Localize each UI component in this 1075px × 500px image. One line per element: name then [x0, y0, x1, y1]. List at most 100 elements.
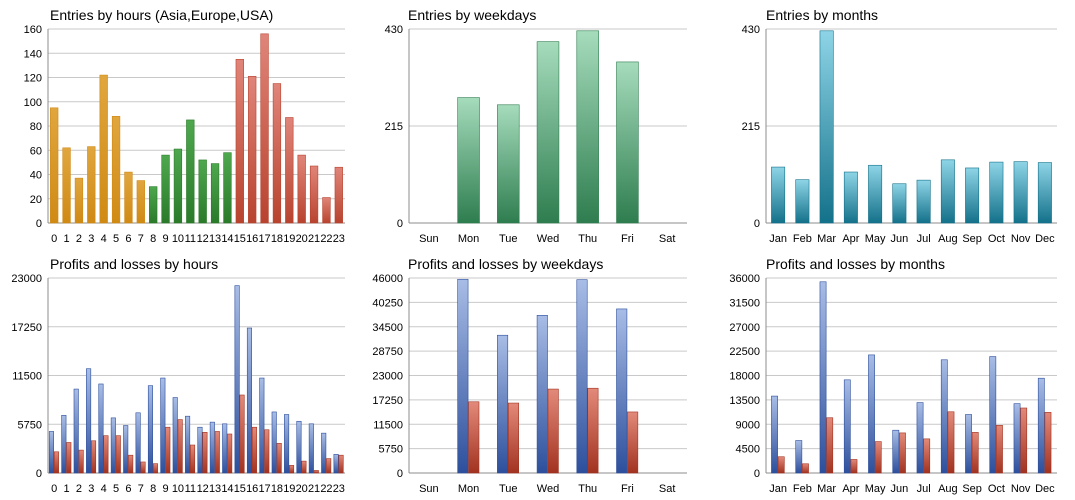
entries-months-xtick-label: May	[865, 233, 886, 245]
entries-months-xtick-label: Dec	[1035, 233, 1055, 245]
pl-hours-profits-bar	[61, 415, 67, 474]
entries-hours-bar	[124, 171, 133, 224]
pl-hours-losses-bar	[128, 454, 134, 474]
pl-weekdays-losses-bar	[547, 388, 559, 474]
entries-hours-bar	[111, 116, 121, 224]
pl-weekdays-ytick-label: 5750	[379, 444, 403, 456]
entries-weekdays-xtick-label: Sun	[419, 233, 439, 245]
entries-weekdays-xtick-label: Mon	[458, 233, 479, 245]
pl-months-losses-bar	[996, 425, 1003, 474]
entries-hours-bar	[62, 147, 71, 224]
pl-weekdays-ytick-label: 40250	[372, 297, 403, 309]
entries-hours-xtick-label: 6	[125, 233, 131, 245]
pl-hours-losses-bar	[165, 426, 171, 474]
entries-months-ytick-label: 215	[742, 121, 760, 133]
entries-hours-xtick-label: 20	[296, 233, 308, 245]
entries-hours-bar	[149, 186, 158, 224]
entries-hours-bar	[334, 166, 343, 224]
pl-hours-xtick-label: 16	[246, 483, 258, 495]
pl-hours-losses-bar	[91, 440, 97, 474]
entries-hours-ytick-label: 120	[24, 73, 42, 85]
pl-weekdays-xtick-label: Wed	[537, 483, 559, 495]
pl-weekdays-xtick-label: Sun	[419, 483, 439, 495]
entries-months-title: Entries by months	[766, 7, 878, 23]
pl-hours-xtick-label: 11	[185, 483, 196, 495]
pl-hours-xtick-label: 17	[258, 483, 270, 495]
pl-hours-losses-bar	[264, 429, 270, 474]
pl-months-ytick-label: 4500	[736, 444, 760, 456]
entries-months-bar	[1013, 161, 1028, 224]
entries-hours-xtick-label: 10	[172, 233, 184, 245]
pl-hours-ytick-label: 0	[36, 468, 42, 480]
entries-months-bar	[795, 179, 810, 224]
pl-months-xtick-label: Jun	[891, 483, 909, 495]
pl-weekdays-xtick-label: Tue	[499, 483, 518, 495]
entries-hours-bar	[161, 154, 170, 224]
pl-weekdays-title: Profits and losses by weekdays	[408, 256, 603, 272]
entries-months-xtick-label: Oct	[988, 233, 1005, 245]
entries-months-xtick-label: Sep	[962, 233, 982, 245]
pl-hours-xtick-label: 10	[172, 483, 184, 495]
pl-hours-xtick-label: 20	[296, 483, 308, 495]
entries-weekdays-bar	[576, 30, 599, 224]
pl-months-xtick-label: Dec	[1035, 483, 1055, 495]
entries-months-xtick-label: Feb	[793, 233, 812, 245]
pl-hours-xtick-label: 19	[283, 483, 295, 495]
pl-hours-profits-bar	[209, 421, 215, 474]
entries-hours-ytick-label: 20	[30, 194, 42, 206]
entries-months-xtick-label: Nov	[1011, 233, 1031, 245]
pl-hours-ytick-label: 5750	[18, 419, 42, 431]
entries-hours-xtick-label: 3	[88, 233, 94, 245]
pl-weekdays-profits-bar	[497, 334, 509, 474]
pl-months-losses-bar	[971, 432, 979, 474]
pl-months-profits-bar	[965, 414, 972, 474]
pl-weekdays-xtick-label: Fri	[621, 483, 634, 495]
pl-months-xtick-label: Oct	[988, 483, 1005, 495]
pl-hours-xtick-label: 6	[125, 483, 131, 495]
entries-hours-xtick-label: 22	[320, 233, 332, 245]
pl-weekdays-ytick-label: 34500	[372, 322, 403, 334]
pl-months-chart: Profits and losses by months 0 4500 9000 135…	[729, 256, 1057, 495]
entries-hours-xtick-label: 18	[271, 233, 283, 245]
entries-months-ytick-label: 430	[742, 24, 760, 36]
pl-hours-losses-bar	[53, 451, 59, 474]
entries-months-xtick-label: Mar	[817, 233, 836, 245]
pl-hours-profits-bar	[185, 415, 191, 474]
pl-hours-losses-bar	[326, 458, 332, 474]
entries-hours-xtick-label: 1	[64, 233, 70, 245]
pl-hours-profits-bar	[172, 397, 178, 474]
pl-months-profits-bar	[795, 440, 803, 474]
entries-weekdays-title: Entries by weekdays	[408, 7, 536, 23]
pl-months-losses-bar	[1044, 412, 1052, 474]
entries-hours-xtick-label: 14	[221, 233, 233, 245]
entries-weekdays-bar	[536, 41, 560, 224]
entries-weekdays-bar	[616, 61, 639, 224]
pl-months-title: Profits and losses by months	[766, 256, 945, 272]
pl-months-losses-bar	[874, 441, 882, 474]
entries-hours-ytick-label: 0	[36, 218, 42, 230]
entries-weekdays-ytick-label: 430	[385, 24, 403, 36]
entries-hours-xtick-label: 16	[246, 233, 258, 245]
pl-hours-xtick-label: 7	[138, 483, 144, 495]
pl-hours-xtick-label: 2	[76, 483, 82, 495]
entries-hours-bar	[285, 117, 294, 224]
pl-months-losses-bar	[777, 456, 785, 474]
entries-hours-bar	[198, 159, 207, 224]
entries-months-xtick-label: Aug	[938, 233, 958, 245]
pl-weekdays-profits-bar	[576, 279, 588, 474]
entries-weekdays-xtick-label: Wed	[537, 233, 559, 245]
pl-hours-xtick-label: 21	[308, 483, 320, 495]
pl-hours-ytick-label: 11500	[12, 371, 42, 383]
entries-hours-bar	[272, 83, 282, 224]
pl-months-ytick-label: 22500	[729, 346, 760, 358]
entries-hours-xtick-label: 7	[138, 233, 144, 245]
pl-months-profits-bar	[1037, 377, 1045, 474]
entries-hours-xtick-label: 23	[333, 233, 345, 245]
pl-weekdays-xtick-label: Mon	[458, 483, 479, 495]
pl-months-profits-bar	[916, 402, 924, 474]
entries-months-bar	[843, 171, 858, 224]
entries-hours-xtick-label: 9	[163, 233, 169, 245]
pl-months-losses-bar	[850, 459, 858, 474]
pl-months-xtick-label: Nov	[1011, 483, 1031, 495]
